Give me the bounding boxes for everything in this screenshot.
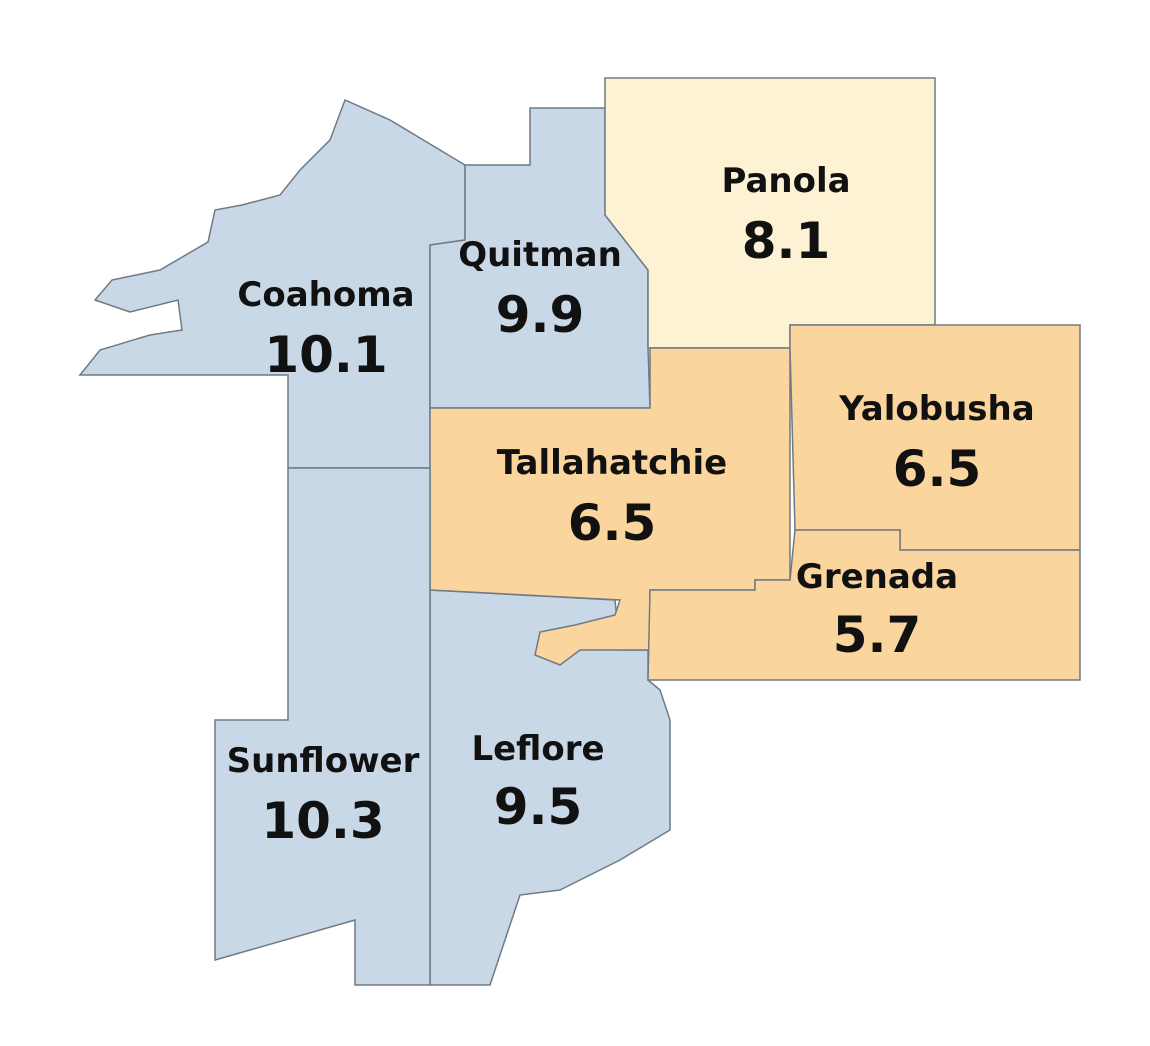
region-shape xyxy=(647,529,1081,681)
region-name: Sunflower xyxy=(227,741,420,781)
region-value: 9.9 xyxy=(496,286,585,344)
region-shape xyxy=(214,467,431,986)
region-shape xyxy=(429,347,791,666)
region-name: Quitman xyxy=(458,235,622,275)
region-value: 8.1 xyxy=(742,212,831,270)
region-name: Leflore xyxy=(471,729,604,769)
region-name: Coahoma xyxy=(237,275,414,315)
region-value: 9.5 xyxy=(494,778,583,836)
region-value: 10.3 xyxy=(261,792,384,850)
region-value: 6.5 xyxy=(893,440,982,498)
region-value: 6.5 xyxy=(568,494,657,552)
region-value: 10.1 xyxy=(264,326,387,384)
region-value: 5.7 xyxy=(833,606,922,664)
region-name: Grenada xyxy=(796,557,958,597)
region-shape xyxy=(789,324,1081,551)
region-name: Tallahatchie xyxy=(497,443,727,483)
region-name: Panola xyxy=(721,161,850,201)
region-name: Yalobusha xyxy=(838,389,1034,429)
